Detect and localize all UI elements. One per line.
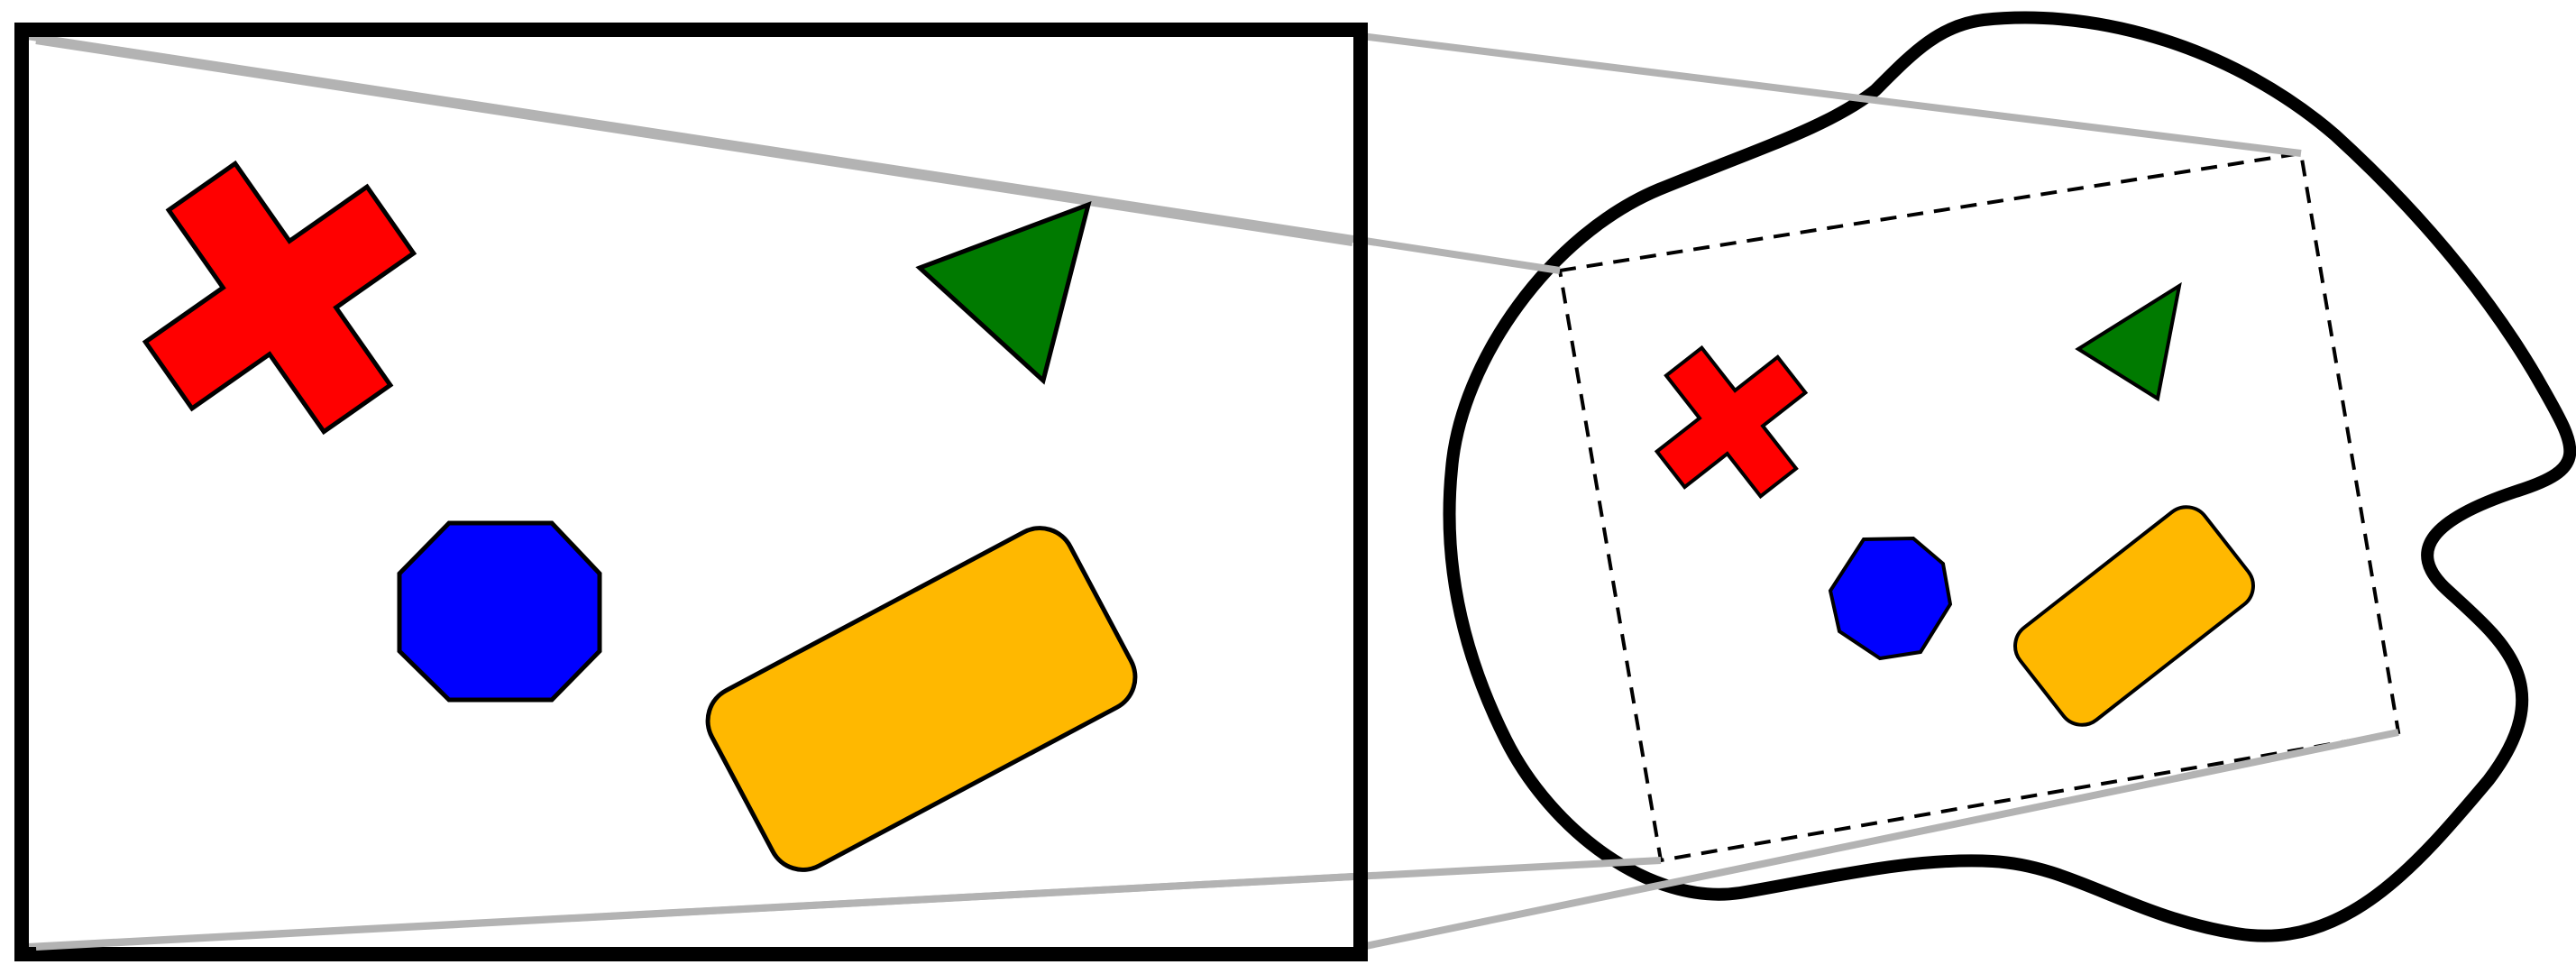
connector-lines-inner <box>35 37 1353 951</box>
octagon-shape-small <box>1828 536 1953 661</box>
cross-shape-small <box>1654 345 1809 500</box>
rounded-rectangle-shape-small <box>2013 505 2255 727</box>
connector-top-right <box>1361 32 2302 157</box>
triangle-shape-large <box>915 200 1092 385</box>
zoomed-view-frame <box>14 23 1368 961</box>
rounded-rectangle-shape-large <box>705 526 1138 872</box>
connector-bottom-right <box>1361 729 2399 951</box>
triangle-shape-small <box>2075 281 2182 402</box>
connector-inner-bottom <box>35 873 1353 951</box>
connector-inner-top <box>35 37 1353 246</box>
cross-shape-large <box>142 160 417 436</box>
octagon-shape-large <box>397 520 602 703</box>
